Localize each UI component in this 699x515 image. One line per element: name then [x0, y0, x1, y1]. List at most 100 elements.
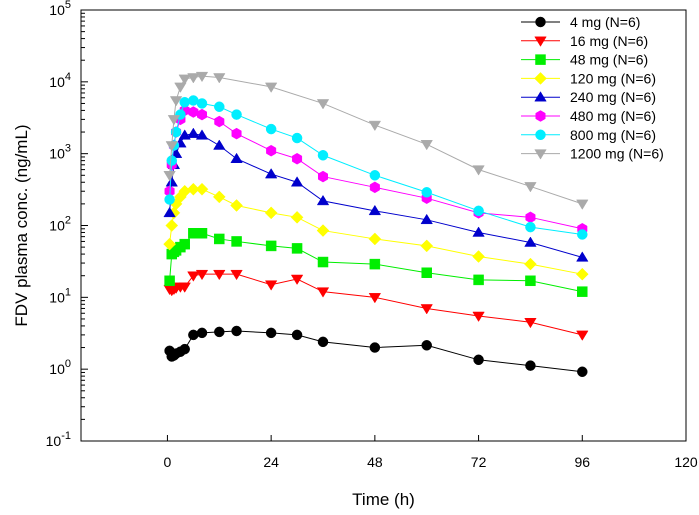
data-point [187, 182, 200, 196]
legend-label: 1200 mg (N=6) [570, 146, 664, 162]
data-point [369, 181, 380, 194]
data-point [187, 271, 200, 282]
data-point [169, 96, 183, 107]
data-point [166, 155, 177, 166]
data-point [525, 221, 536, 233]
legend-item: 120 mg (N=6) [521, 70, 656, 86]
data-point [576, 330, 589, 341]
legend-item: 16 mg (N=6) [521, 33, 648, 49]
data-point [214, 101, 225, 112]
data-point [178, 74, 191, 85]
data-point [195, 182, 209, 196]
data-point [472, 311, 485, 322]
data-point [231, 109, 242, 120]
data-point [178, 282, 191, 293]
data-point [317, 256, 329, 268]
data-point [316, 99, 330, 110]
legend: 4 mg (N=6) 16 mg (N=6) 48 mg (N=6) 120 mg (… [521, 14, 664, 162]
data-point [231, 127, 242, 140]
series-line [169, 75, 583, 205]
data-point [231, 325, 242, 337]
data-point [369, 258, 381, 270]
series-group [164, 325, 588, 378]
data-point [524, 182, 537, 193]
data-point [212, 190, 226, 204]
data-point [167, 115, 181, 126]
data-point [214, 115, 225, 128]
x-tick-label: 0 [164, 454, 172, 470]
data-point [291, 243, 303, 254]
data-point [187, 73, 200, 84]
data-point [577, 229, 588, 240]
data-point [524, 317, 537, 329]
data-point [214, 326, 225, 338]
data-point [165, 141, 178, 152]
data-point [195, 71, 209, 83]
legend-label: 800 mg (N=6) [570, 127, 656, 143]
data-point [472, 226, 485, 237]
data-point [525, 211, 536, 224]
data-point [368, 204, 382, 216]
data-point [575, 267, 589, 281]
data-point [195, 129, 209, 140]
legend-marker [534, 149, 547, 160]
data-point [196, 228, 208, 239]
data-point [264, 82, 278, 93]
data-point [265, 327, 277, 339]
data-point [317, 336, 329, 348]
legend-label: 480 mg (N=6) [570, 108, 656, 124]
series-group [163, 182, 589, 281]
legend-marker [535, 54, 546, 65]
data-point [524, 236, 537, 247]
data-point [472, 250, 485, 263]
data-point [230, 269, 243, 281]
legend-item: 48 mg (N=6) [521, 52, 648, 68]
legend-label: 4 mg (N=6) [570, 14, 640, 30]
data-point [421, 340, 432, 351]
data-point [369, 342, 381, 353]
data-point [525, 360, 536, 371]
data-point [577, 286, 588, 297]
data-point [472, 165, 485, 176]
data-point [473, 274, 484, 286]
data-point [174, 82, 187, 93]
data-point [264, 168, 278, 179]
data-point [196, 327, 208, 339]
data-point [179, 343, 190, 355]
data-point [264, 280, 278, 291]
data-point [164, 194, 175, 205]
data-point [420, 213, 433, 225]
data-point [473, 205, 484, 217]
data-point [213, 139, 226, 150]
data-point [164, 275, 175, 287]
y-axis-title: FDV plasma conc. (ng/mL) [12, 124, 31, 326]
data-point [524, 257, 537, 271]
data-point [231, 236, 242, 247]
data-point [179, 96, 190, 108]
legend-item: 240 mg (N=6) [521, 89, 656, 105]
data-point [292, 152, 303, 165]
series-group [163, 127, 589, 262]
data-point [576, 199, 589, 210]
data-point [187, 127, 200, 138]
legend-label: 120 mg (N=6) [570, 70, 656, 86]
data-point [368, 293, 382, 304]
data-point [265, 123, 277, 135]
x-tick-label: 48 [367, 454, 383, 470]
data-point [421, 267, 432, 278]
data-point [195, 269, 209, 281]
legend-item: 1200 mg (N=6) [521, 146, 664, 162]
series-group [164, 95, 588, 240]
legend-marker [534, 72, 547, 85]
data-point [265, 240, 277, 252]
data-point [214, 233, 225, 245]
x-tick-label: 120 [674, 454, 698, 470]
data-point [317, 150, 329, 161]
data-point [213, 73, 226, 84]
data-point [165, 219, 179, 232]
legend-marker [535, 16, 546, 28]
data-point [264, 206, 278, 220]
data-point [290, 176, 304, 187]
data-point [473, 354, 484, 366]
